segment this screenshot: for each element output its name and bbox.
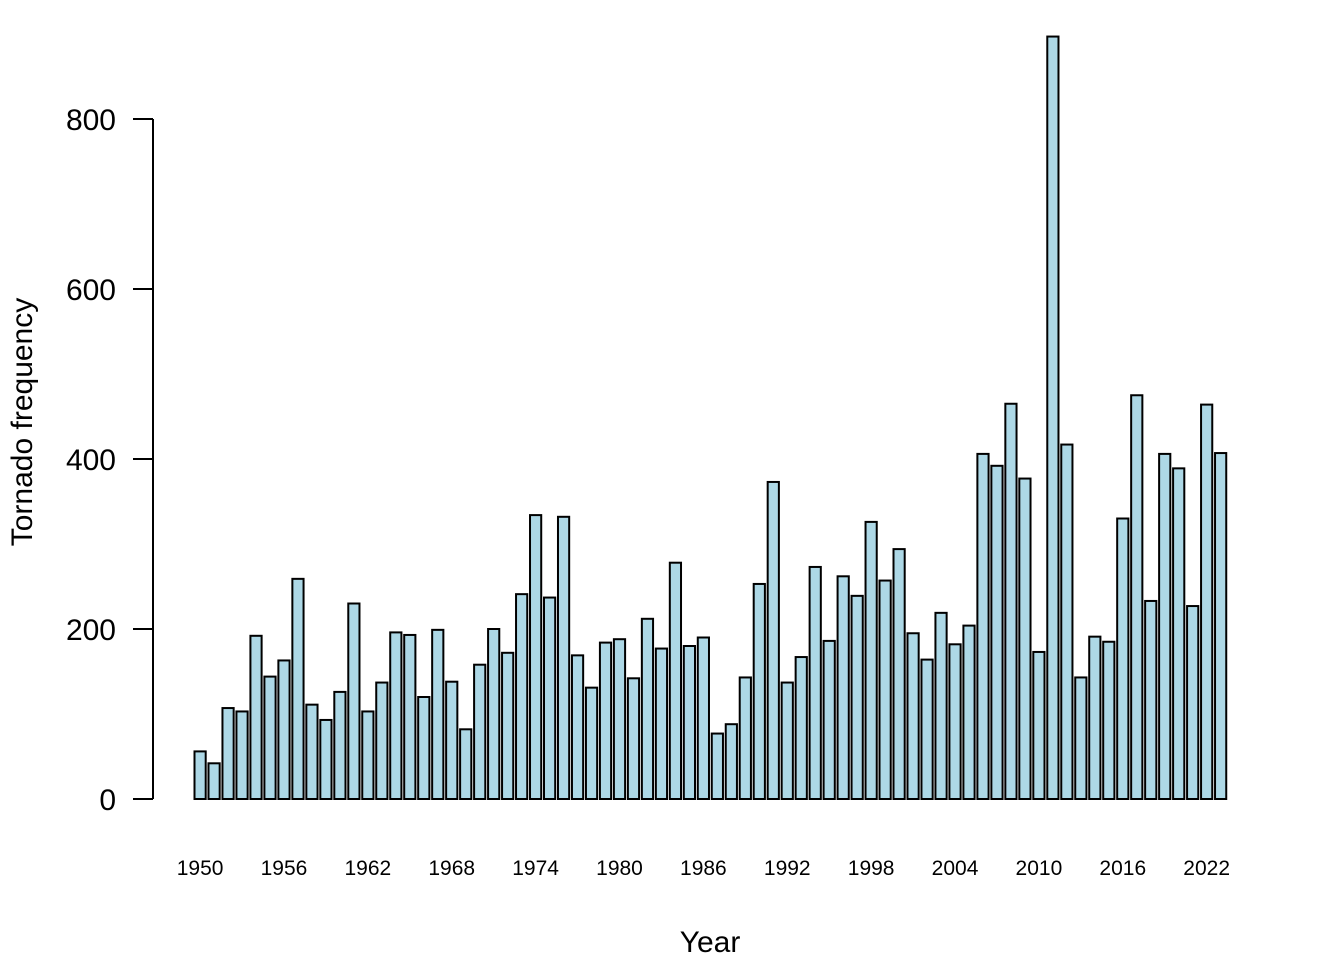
- bar-2021: [1186, 605, 1200, 800]
- bar-1973: [515, 593, 529, 801]
- bar-1972: [501, 651, 515, 800]
- y-tick-label-600: 600: [66, 274, 116, 307]
- bar-1986: [696, 636, 710, 800]
- bar-2000: [892, 548, 906, 800]
- bar-1975: [543, 596, 557, 800]
- bar-1967: [431, 628, 445, 800]
- bar-2007: [990, 464, 1004, 800]
- x-tick-label-2022: 2022: [1183, 857, 1230, 880]
- bar-2013: [1074, 676, 1088, 801]
- bar-1983: [654, 647, 669, 800]
- bar-2020: [1172, 467, 1186, 800]
- bar-1960: [333, 690, 347, 801]
- bar-1994: [808, 565, 822, 801]
- bar-1979: [598, 641, 613, 800]
- bar-2006: [976, 452, 990, 800]
- bar-1961: [347, 602, 361, 800]
- bar-1959: [319, 718, 333, 801]
- y-tick-label-400: 400: [66, 444, 116, 477]
- y-tick-label-200: 200: [66, 614, 116, 647]
- x-tick-label-1992: 1992: [764, 857, 811, 880]
- bar-1990: [752, 582, 766, 801]
- bar-2012: [1060, 443, 1074, 800]
- bar-1964: [389, 631, 403, 801]
- bar-2009: [1018, 477, 1032, 800]
- bar-2017: [1130, 394, 1144, 800]
- x-tick-label-1998: 1998: [848, 857, 895, 880]
- bar-2005: [962, 624, 976, 800]
- bar-1955: [263, 675, 277, 800]
- bar-2008: [1004, 402, 1018, 800]
- y-tick-label-0: 0: [99, 784, 116, 817]
- bar-1952: [221, 707, 235, 800]
- bar-1974: [529, 514, 543, 800]
- bar-1962: [361, 710, 375, 801]
- bar-1998: [864, 520, 878, 801]
- bar-1985: [682, 645, 696, 800]
- bar-2019: [1158, 452, 1172, 800]
- bar-1996: [836, 575, 850, 800]
- bar-1968: [445, 680, 459, 801]
- bar-1993: [794, 656, 808, 800]
- x-axis-title: Year: [680, 926, 741, 959]
- bar-1970: [473, 663, 487, 801]
- bar-1984: [668, 561, 683, 801]
- x-tick-label-1962: 1962: [345, 857, 392, 880]
- bar-1989: [738, 676, 752, 801]
- bar-1950: [193, 750, 207, 801]
- bar-2015: [1102, 640, 1116, 800]
- bar-1991: [766, 480, 780, 800]
- bar-1965: [403, 633, 417, 801]
- y-tick-label-800: 800: [66, 104, 116, 137]
- bar-1953: [235, 710, 249, 801]
- bar-1995: [822, 639, 836, 801]
- x-tick-label-1974: 1974: [512, 857, 559, 880]
- bar-2001: [906, 632, 920, 800]
- bar-1951: [207, 762, 221, 800]
- x-tick-label-1956: 1956: [261, 857, 308, 880]
- bar-1963: [375, 681, 389, 800]
- bar-1956: [277, 659, 291, 801]
- bar-1954: [249, 634, 263, 800]
- bar-1978: [584, 686, 599, 801]
- bar-1980: [612, 638, 627, 801]
- bar-2023: [1214, 452, 1228, 800]
- x-tick-label-1950: 1950: [177, 857, 224, 880]
- x-tick-label-2016: 2016: [1099, 857, 1146, 880]
- bar-1997: [850, 594, 864, 800]
- x-axis-labels: 1950 1956 1962 1968 1974 1980 1986 1992 1998 2004…: [177, 857, 1230, 880]
- bar-1992: [780, 681, 794, 800]
- bar-2014: [1088, 635, 1102, 801]
- bar-1981: [626, 677, 641, 800]
- bar-1988: [724, 723, 738, 801]
- bar-2016: [1116, 517, 1130, 800]
- bar-2011: [1046, 35, 1060, 801]
- bar-1987: [710, 732, 724, 800]
- bar-1957: [291, 577, 305, 800]
- y-axis: 0 200 400 600 800: [66, 104, 154, 817]
- y-axis-title: Tornado frequency: [6, 298, 39, 547]
- bar-1969: [459, 728, 473, 800]
- bar-1982: [640, 617, 655, 800]
- bar-2002: [920, 658, 934, 800]
- bar-2022: [1200, 403, 1214, 800]
- bar-1966: [417, 696, 431, 800]
- bar-2004: [948, 643, 962, 800]
- bar-1958: [305, 703, 319, 801]
- x-tick-label-2004: 2004: [932, 857, 979, 880]
- bar-2018: [1144, 599, 1158, 801]
- bars-group: [193, 35, 1228, 801]
- bar-1971: [487, 628, 501, 800]
- x-tick-label-2010: 2010: [1016, 857, 1063, 880]
- bar-1977: [570, 654, 585, 800]
- x-tick-label-1968: 1968: [428, 857, 475, 880]
- bar-1976: [556, 515, 571, 800]
- x-tick-label-1980: 1980: [596, 857, 643, 880]
- bar-2003: [934, 611, 948, 800]
- bar-1999: [878, 579, 892, 800]
- x-tick-label-1986: 1986: [680, 857, 727, 880]
- bar-2010: [1032, 650, 1046, 801]
